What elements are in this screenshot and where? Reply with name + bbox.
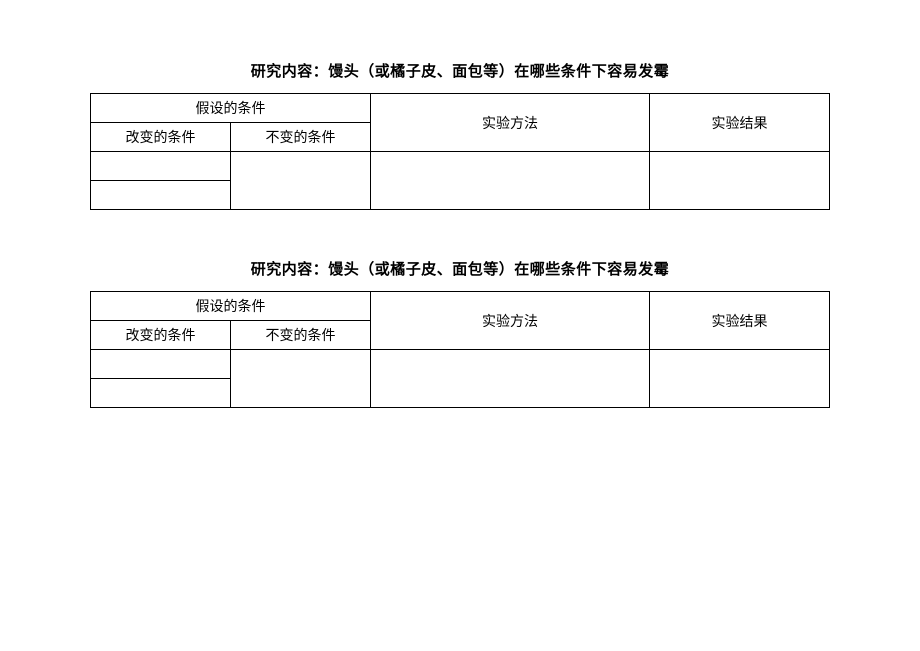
experiment-table-2: 研究内容：馒头（或橘子皮、面包等）在哪些条件下容易发霉 假设的条件 实验方法 实… (90, 258, 830, 408)
subheader-changed: 改变的条件 (91, 321, 231, 350)
header-hypothesis: 假设的条件 (91, 94, 371, 123)
subheader-changed: 改变的条件 (91, 123, 231, 152)
cell-unchanged (231, 152, 371, 210)
table-title: 研究内容：馒头（或橘子皮、面包等）在哪些条件下容易发霉 (90, 258, 830, 279)
experiment-grid: 假设的条件 实验方法 实验结果 改变的条件 不变的条件 (90, 93, 830, 210)
header-method: 实验方法 (371, 94, 650, 152)
table-title: 研究内容：馒头（或橘子皮、面包等）在哪些条件下容易发霉 (90, 60, 830, 81)
cell-changed (91, 379, 231, 408)
cell-changed (91, 152, 231, 181)
header-result: 实验结果 (650, 94, 830, 152)
experiment-table-1: 研究内容：馒头（或橘子皮、面包等）在哪些条件下容易发霉 假设的条件 实验方法 实… (90, 60, 830, 210)
experiment-grid: 假设的条件 实验方法 实验结果 改变的条件 不变的条件 (90, 291, 830, 408)
cell-result (650, 350, 830, 408)
cell-unchanged (231, 350, 371, 408)
cell-method (371, 350, 650, 408)
cell-method (371, 152, 650, 210)
header-method: 实验方法 (371, 292, 650, 350)
subheader-unchanged: 不变的条件 (231, 321, 371, 350)
header-hypothesis: 假设的条件 (91, 292, 371, 321)
cell-result (650, 152, 830, 210)
cell-changed (91, 350, 231, 379)
subheader-unchanged: 不变的条件 (231, 123, 371, 152)
header-result: 实验结果 (650, 292, 830, 350)
cell-changed (91, 181, 231, 210)
